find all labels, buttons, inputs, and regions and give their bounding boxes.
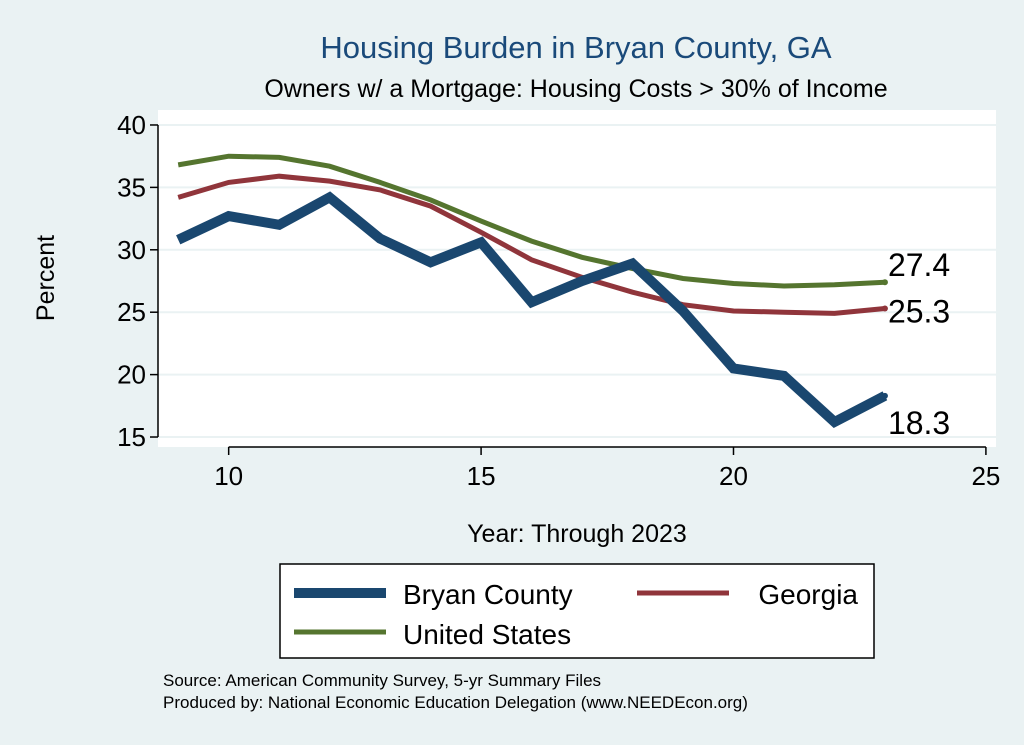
- producer-line: Produced by: National Economic Education…: [163, 693, 748, 712]
- x-tick-label: 10: [214, 461, 243, 491]
- y-tick-label: 40: [117, 110, 146, 140]
- series-line-united-states: [177, 153, 886, 289]
- end-labels: 18.3 25.3 27.4: [881, 247, 950, 441]
- chart-title: Housing Burden in Bryan County, GA: [320, 30, 832, 65]
- y-tick-label: 35: [117, 172, 146, 202]
- legend-label-united-states: United States: [403, 619, 571, 650]
- grid-lines: [158, 123, 996, 439]
- legend-label-bryan-county: Bryan County: [403, 579, 573, 610]
- end-label-bryan-county: 18.3: [888, 405, 950, 441]
- y-tick-label: 15: [117, 422, 146, 452]
- end-point-georgia: [881, 305, 888, 312]
- end-label-united-states: 27.4: [888, 247, 950, 283]
- series-line-bryan-county: [176, 191, 888, 429]
- series-lines: [176, 153, 888, 429]
- y-axis-title: Percent: [32, 235, 60, 321]
- legend-box: [279, 563, 875, 659]
- y-tick-label: 30: [117, 235, 146, 265]
- series-line-georgia: [177, 173, 886, 316]
- x-tick-label: 25: [971, 461, 1000, 491]
- end-point-united-states: [881, 279, 888, 286]
- legend-label-georgia: Georgia: [758, 579, 858, 610]
- x-tick-label: 20: [719, 461, 748, 491]
- legend: Bryan County Georgia United States: [279, 563, 875, 659]
- end-label-georgia: 25.3: [888, 293, 950, 329]
- y-tick-label: 20: [117, 360, 146, 390]
- source-line: Source: American Community Survey, 5-yr …: [163, 671, 601, 690]
- chart-subtitle: Owners w/ a Mortgage: Housing Costs > 30…: [264, 75, 887, 103]
- y-tick-label: 25: [117, 297, 146, 327]
- end-point-bryan-county: [881, 392, 888, 399]
- axes: 15 20 25 30 35 40 10 15 20 25: [117, 110, 1000, 491]
- x-tick-label: 15: [467, 461, 496, 491]
- x-axis-title: Year: Through 2023: [467, 520, 687, 548]
